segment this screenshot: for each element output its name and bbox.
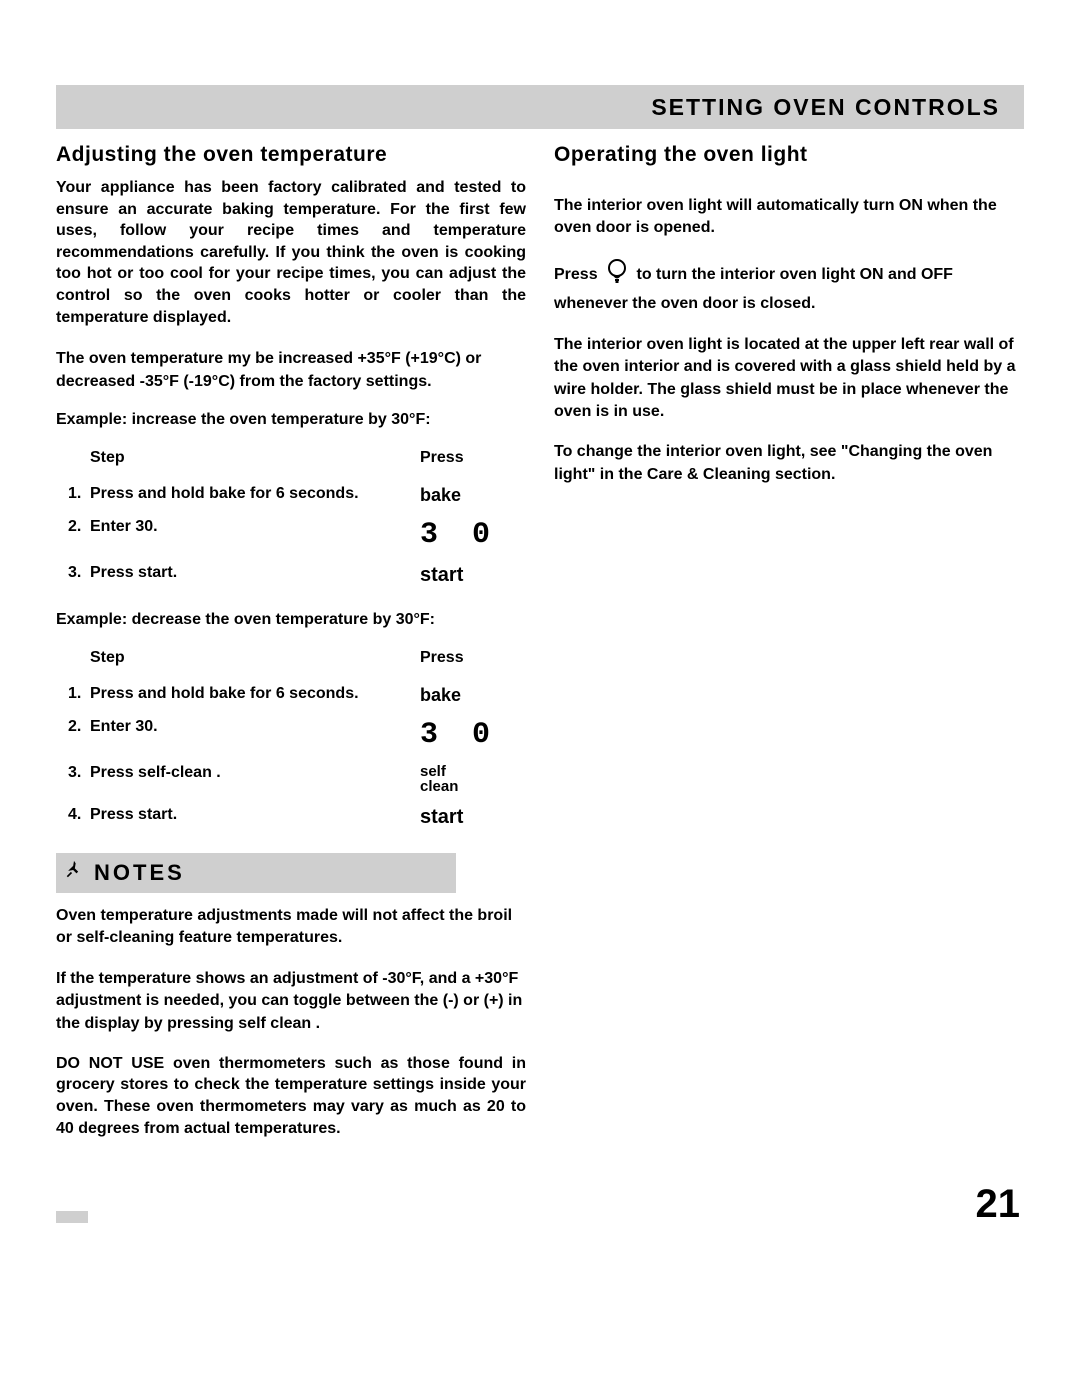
steps-table-2: Step Press 1. Press and hold bake for 6 … — [56, 643, 526, 835]
light-bulb-icon — [606, 258, 628, 292]
section-header-title: SETTING OVEN CONTROLS — [651, 94, 1000, 121]
left-subheading: Adjusting the oven temperature — [56, 143, 526, 167]
digital-display: 3 0 — [420, 518, 498, 552]
left-para-1: Your appliance has been factory calibrat… — [56, 177, 526, 328]
table-row: 1. Press and hold bake for 6 seconds. ba… — [56, 479, 526, 512]
page-number: 21 — [976, 1182, 1021, 1227]
notes-header-bar: NOTES — [56, 853, 456, 893]
right-para-4: To change the interior oven light, see "… — [554, 441, 1024, 486]
example-2-label: Example: decrease the oven temperature b… — [56, 611, 526, 629]
table-row: 1. Press and hold bake for 6 seconds. ba… — [56, 679, 526, 712]
col-head-step: Step — [86, 443, 416, 479]
two-column-layout: Adjusting the oven temperature Your appl… — [56, 143, 1024, 1159]
example-1-label: Example: increase the oven temperature b… — [56, 411, 526, 429]
table-header-row: Step Press — [56, 443, 526, 479]
press-value: bake — [416, 479, 526, 512]
step-number: 4. — [56, 800, 86, 835]
table-row: 2. Enter 30. 3 0 — [56, 512, 526, 558]
notes-title: NOTES — [94, 860, 185, 886]
note-2: If the temperature shows an adjustment o… — [56, 968, 526, 1035]
footer-decoration — [56, 1211, 88, 1223]
press-label: Press — [554, 266, 598, 283]
press-value: bake — [416, 679, 526, 712]
press-value: start — [416, 800, 526, 835]
page-content: SETTING OVEN CONTROLS Adjusting the oven… — [56, 85, 1024, 1159]
step-number: 3. — [56, 558, 86, 593]
step-text: Enter 30. — [86, 512, 416, 558]
step-text: Enter 30. — [86, 712, 416, 758]
table-header-row: Step Press — [56, 643, 526, 679]
digital-display: 3 0 — [420, 718, 498, 752]
step-number: 1. — [56, 479, 86, 512]
col-head-press: Press — [416, 643, 526, 679]
right-para-1: The interior oven light will automatical… — [554, 195, 1024, 240]
press-value: start — [416, 558, 526, 593]
step-number: 1. — [56, 679, 86, 712]
right-para-3: The interior oven light is located at th… — [554, 334, 1024, 424]
step-number: 2. — [56, 512, 86, 558]
step-text: Press start. — [86, 558, 416, 593]
col-head-step: Step — [86, 643, 416, 679]
press-value-line1: self — [420, 764, 522, 779]
left-para-2: The oven temperature my be increased +35… — [56, 348, 526, 393]
right-para-2: Press to turn the interior oven light ON… — [554, 258, 1024, 316]
section-header-bar: SETTING OVEN CONTROLS — [56, 85, 1024, 129]
press-value-line2: clean — [420, 779, 522, 794]
notes-body: Oven temperature adjustments made will n… — [56, 905, 526, 1139]
step-text: Press self-clean . — [86, 758, 416, 800]
step-text: Press and hold bake for 6 seconds. — [86, 679, 416, 712]
step-number: 3. — [56, 758, 86, 800]
step-number: 2. — [56, 712, 86, 758]
pushpin-icon — [64, 860, 84, 886]
right-subheading: Operating the oven light — [554, 143, 1024, 167]
step-text: Press and hold bake for 6 seconds. — [86, 479, 416, 512]
step-text: Press start. — [86, 800, 416, 835]
table-row: 3. Press start. start — [56, 558, 526, 593]
table-row: 2. Enter 30. 3 0 — [56, 712, 526, 758]
note-3: DO NOT USE oven thermometers such as tho… — [56, 1053, 526, 1139]
table-row: 3. Press self-clean . self clean — [56, 758, 526, 800]
table-row: 4. Press start. start — [56, 800, 526, 835]
note-1: Oven temperature adjustments made will n… — [56, 905, 526, 950]
left-column: Adjusting the oven temperature Your appl… — [56, 143, 526, 1159]
col-head-press: Press — [416, 443, 526, 479]
steps-table-1: Step Press 1. Press and hold bake for 6 … — [56, 443, 526, 593]
right-column: Operating the oven light The interior ov… — [554, 143, 1024, 1159]
